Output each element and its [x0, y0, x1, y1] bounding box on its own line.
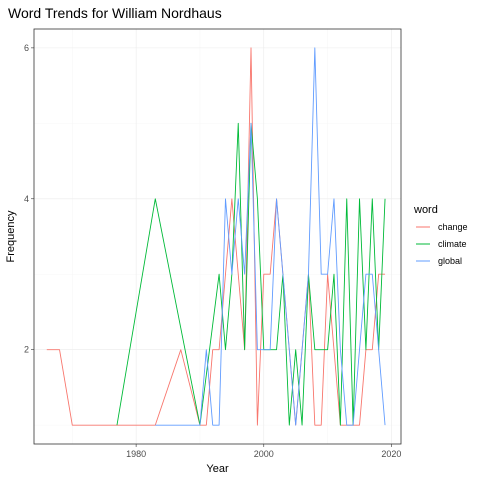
legend-label-climate: climate: [438, 239, 467, 249]
legend-label-global: global: [438, 256, 462, 266]
chart-title: Word Trends for William Nordhaus: [8, 5, 222, 21]
legend: word change climate global: [413, 204, 468, 266]
panel-border: [33, 28, 402, 445]
y-axis: 2 4 6: [24, 43, 34, 355]
x-tick-label: 2020: [381, 449, 401, 459]
series-line-global: [155, 47, 386, 426]
x-tick-label: 2000: [254, 449, 274, 459]
series-line-change: [46, 47, 386, 426]
x-tick-label: 1980: [126, 449, 146, 459]
y-tick-label: 2: [24, 345, 29, 355]
y-tick-label: 6: [24, 43, 29, 53]
legend-label-change: change: [438, 222, 468, 232]
x-axis: 1980 2000 2020: [126, 444, 401, 459]
x-axis-title: Year: [206, 463, 229, 475]
series-layer: [46, 47, 386, 426]
grid: [34, 29, 401, 444]
legend-title: word: [413, 204, 438, 216]
y-tick-label: 4: [24, 194, 29, 204]
y-axis-title: Frequency: [5, 210, 17, 262]
